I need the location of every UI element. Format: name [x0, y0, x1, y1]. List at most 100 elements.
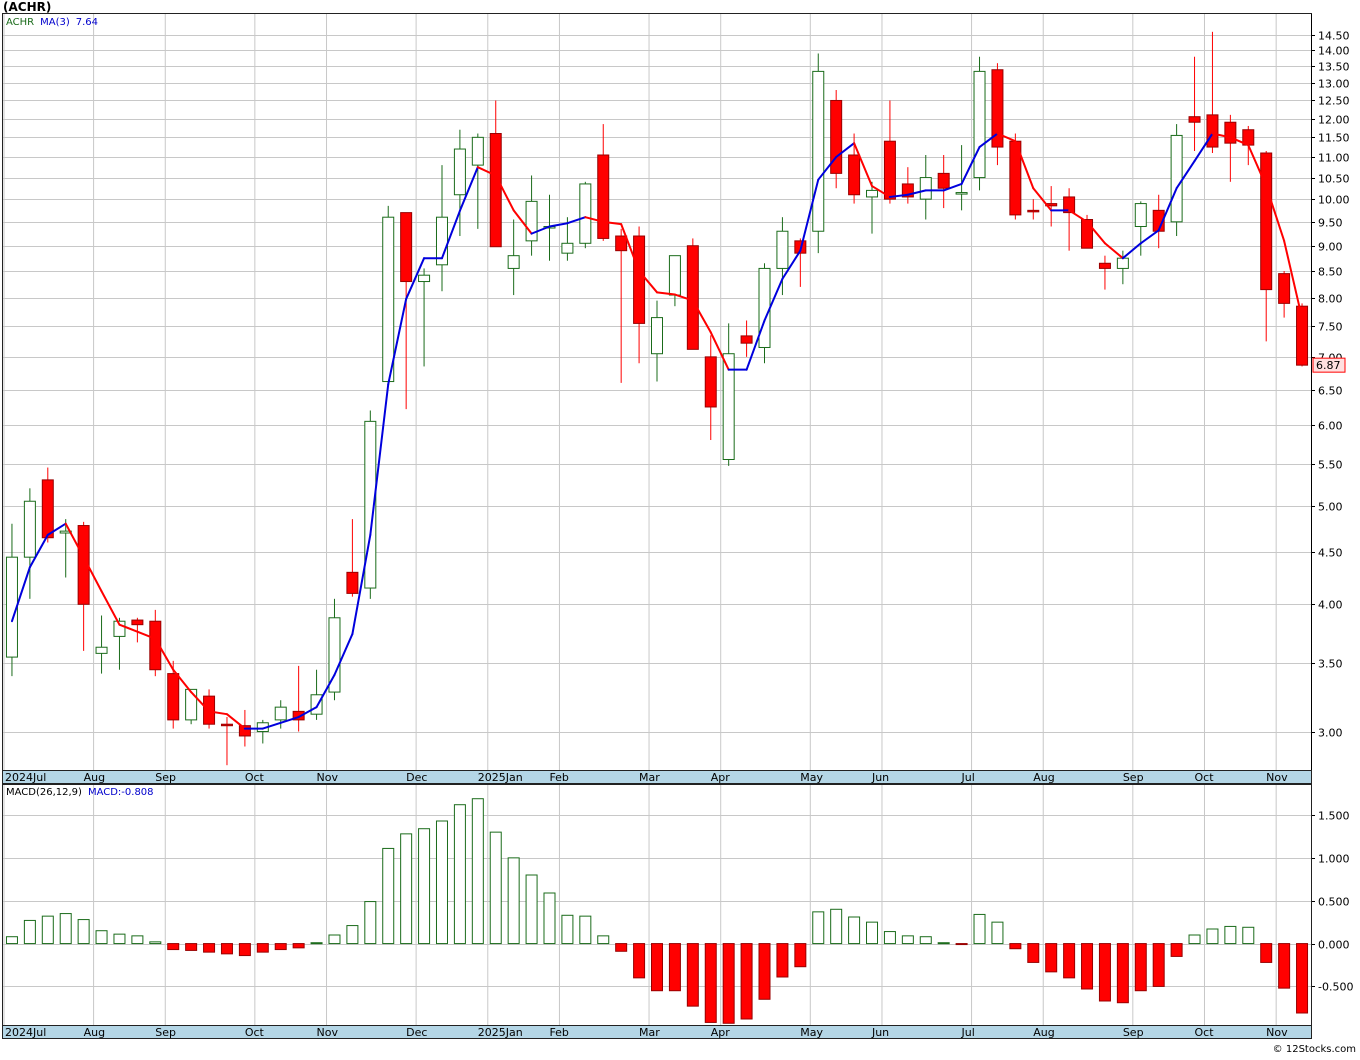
candle	[1278, 271, 1291, 318]
candle	[830, 89, 843, 189]
price-panel: 3.003.504.004.505.005.506.006.507.007.50…	[2, 13, 1350, 784]
ma3-line-segment	[1157, 187, 1178, 232]
ma3-line-segment	[46, 522, 67, 536]
candle	[346, 519, 359, 597]
price-x-label: Feb	[549, 771, 568, 784]
price-tick-label: 5.50	[1318, 459, 1343, 472]
candle	[973, 56, 986, 191]
ma3-line-segment	[996, 132, 1017, 143]
candle-body	[991, 69, 1004, 148]
ma3-line-segment	[871, 185, 891, 198]
macd-bar	[5, 936, 18, 945]
candle	[77, 521, 90, 651]
price-tick-label: 11.50	[1318, 132, 1350, 145]
ma3-line-segment	[530, 225, 551, 235]
candle	[1081, 214, 1094, 249]
candle	[740, 320, 753, 357]
macd-bar	[149, 941, 162, 945]
macd-bar	[937, 942, 950, 945]
macd-bar	[507, 857, 520, 945]
price-x-label: May	[800, 771, 823, 784]
legend-ma-label: MA(3)	[40, 17, 70, 28]
price-tick-label: 7.50	[1318, 321, 1343, 334]
macd-bar	[95, 930, 108, 945]
price-x-label: Apr	[711, 771, 731, 784]
candle-body	[1296, 305, 1309, 366]
price-x-label: Aug	[1033, 771, 1054, 784]
macd-x-label: Sep	[1123, 1026, 1144, 1039]
candle-body	[1188, 116, 1201, 123]
ma3-line-segment	[64, 522, 85, 559]
legend-ma-value: 7.64	[76, 17, 98, 28]
candle-body	[131, 619, 144, 626]
ma3-line-segment	[154, 637, 175, 671]
price-tick-label: 9.00	[1318, 241, 1343, 254]
ma3-line-segment	[763, 277, 784, 322]
candle	[991, 63, 1004, 166]
macd-x-label: Oct	[245, 1026, 265, 1039]
candle	[883, 100, 896, 204]
candle-body	[740, 335, 753, 344]
candle-body	[77, 525, 90, 605]
macd-bar	[597, 935, 610, 945]
ma3-line-segment	[673, 293, 694, 302]
candle-body	[1134, 203, 1147, 228]
candle	[812, 53, 825, 254]
macd-bar	[525, 874, 538, 945]
price-tick-label: 10.00	[1318, 194, 1350, 207]
candle-body	[238, 725, 251, 737]
candle	[149, 609, 162, 677]
candle-body	[167, 673, 180, 721]
macd-bar	[1242, 926, 1255, 945]
macd-tick-label: 1.500	[1318, 810, 1350, 823]
macd-bar	[812, 911, 825, 945]
candle-body	[310, 694, 323, 715]
macd-bar	[185, 943, 198, 951]
candle	[901, 167, 914, 204]
ma3-line-segment	[512, 209, 533, 235]
ma3-line-segment	[225, 713, 246, 730]
macd-bar	[919, 936, 932, 945]
ma3-line-segment	[781, 249, 802, 280]
macd-x-label: 2024Jul	[5, 1026, 46, 1039]
price-tick-label: 4.50	[1318, 547, 1343, 560]
candle	[1260, 151, 1273, 342]
candle-body	[1206, 114, 1219, 148]
ma3-line-segment	[548, 222, 569, 228]
macd-bar	[167, 943, 180, 951]
ma3-line-segment	[1103, 242, 1124, 260]
ma3-line-segment	[261, 721, 282, 730]
ma3-line-segment	[1283, 239, 1304, 320]
macd-bar	[1045, 943, 1058, 973]
macd-x-label: Aug	[1033, 1026, 1054, 1039]
candle-body	[937, 172, 950, 189]
candle	[418, 268, 431, 367]
candle	[686, 238, 699, 350]
ma3-line-segment	[602, 220, 623, 226]
candle-body	[1063, 196, 1076, 214]
candle-body	[830, 99, 843, 174]
candle-body	[1260, 152, 1273, 291]
candle-body	[1116, 257, 1129, 269]
ma3-line-segment	[888, 193, 909, 198]
macd-bar	[489, 831, 502, 945]
price-tick-label: 10.50	[1318, 173, 1350, 186]
macd-x-label: Oct	[1194, 1026, 1214, 1039]
candle	[131, 617, 144, 643]
macd-bar	[471, 798, 484, 945]
candle-body	[525, 200, 538, 242]
candle	[561, 217, 574, 261]
price-tick-label: 4.00	[1318, 599, 1343, 612]
ma3-line-segment	[369, 383, 390, 536]
macd-bar	[1170, 943, 1183, 957]
price-x-label: Aug	[84, 771, 105, 784]
macd-bar	[328, 934, 341, 945]
ma3-line-segment	[620, 223, 641, 273]
macd-legend-label: MACD(26,12,9)	[6, 787, 82, 798]
price-tick-label: 5.00	[1318, 501, 1343, 514]
macd-x-label: Dec	[406, 1026, 427, 1039]
macd-bar	[561, 914, 574, 945]
candle	[1009, 133, 1022, 220]
